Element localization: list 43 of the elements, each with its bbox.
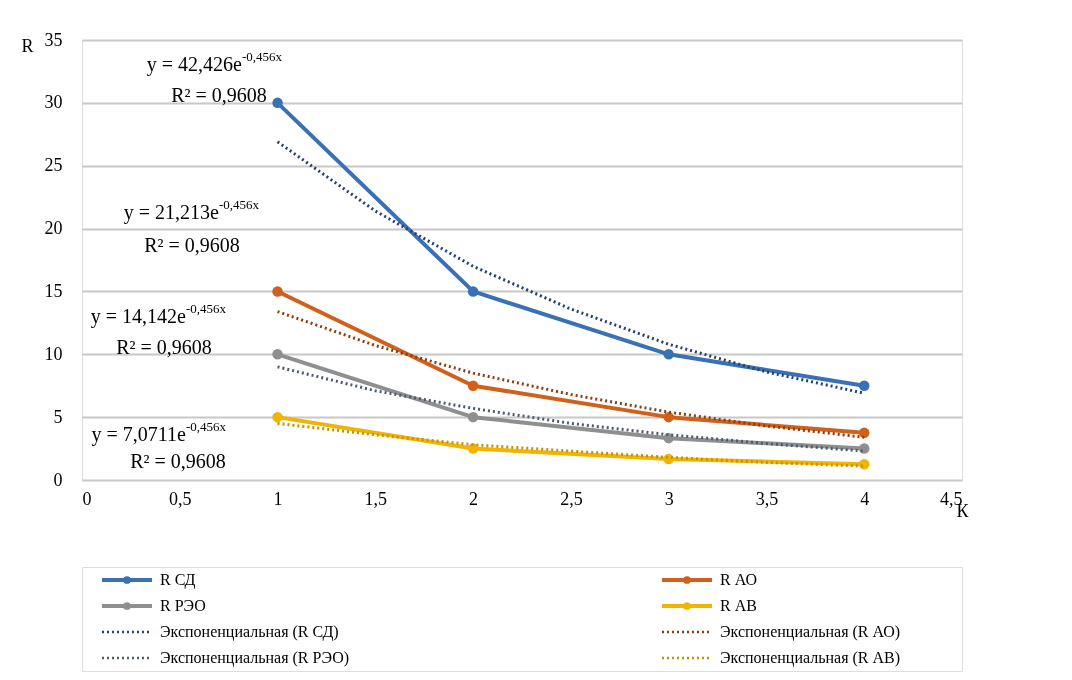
x-tick-label: 3,5 [755, 488, 779, 509]
x-tick-label: 4 [860, 488, 870, 509]
point [663, 411, 674, 423]
y-axis-title: R [21, 35, 34, 56]
point [858, 459, 870, 470]
legend-label: R АО [720, 571, 757, 588]
legend-label: Экспоненциальная (R АО) [720, 623, 901, 641]
point [272, 411, 283, 423]
legend-label: R РЭО [160, 597, 206, 614]
legend-label: Экспоненциальная (R РЭО) [160, 649, 350, 667]
y-tick-label: 20 [44, 218, 63, 239]
point [467, 411, 479, 423]
x-tick-label: 0,5 [169, 488, 192, 509]
x-tick-label: 1,5 [364, 488, 388, 509]
point [858, 427, 870, 439]
point [272, 97, 283, 109]
annotation: R² = 0,9608 [116, 336, 212, 358]
y-tick-label: 25 [44, 155, 63, 176]
annotation: R² = 0,9608 [130, 450, 226, 472]
point [858, 443, 870, 454]
point [663, 349, 674, 360]
x-tick-label: 2 [469, 488, 479, 509]
y-tick-label: 10 [44, 343, 63, 364]
y-tick-label: 15 [44, 280, 63, 301]
y-tick-label: 5 [53, 406, 63, 427]
x-tick-label: 0 [82, 488, 92, 509]
y-tick-label: 30 [44, 92, 63, 113]
x-tick-label: 1 [273, 488, 283, 509]
point [272, 286, 283, 297]
legend-label: Экспоненциальная (R СД) [160, 623, 339, 641]
point [272, 349, 283, 360]
legend-label: Экспоненциальная (R АВ) [720, 649, 901, 667]
point [467, 286, 479, 297]
annotation: R² = 0,9608 [171, 84, 267, 106]
x-tick-label: 3 [664, 488, 674, 509]
legend-label: R АВ [720, 597, 757, 614]
legend-label: R СД [160, 571, 196, 589]
annotation: R² = 0,9608 [144, 234, 240, 256]
y-tick-label: 0 [53, 469, 63, 490]
y-tick-label: 35 [44, 29, 63, 50]
point [467, 380, 479, 391]
x-tick-label: 2,5 [560, 488, 583, 509]
point [858, 380, 870, 391]
